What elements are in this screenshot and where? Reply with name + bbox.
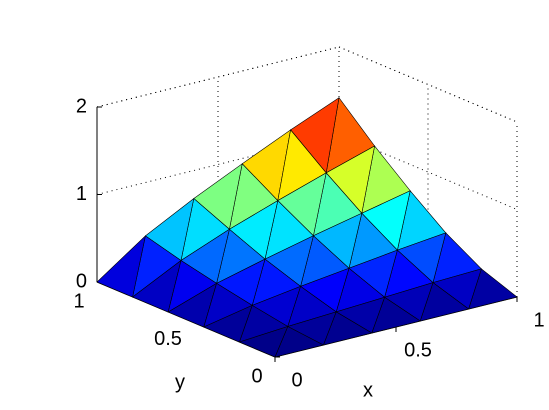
y-tick-label: 1: [73, 290, 84, 312]
grid-line: [338, 134, 518, 210]
x-tick-label: 0: [291, 369, 302, 391]
y-tick-label: 0: [251, 365, 262, 387]
grid-line: [96, 46, 340, 108]
surface-facet: [96, 234, 146, 298]
x-axis-label: x: [363, 379, 373, 401]
x-tick-label: 1: [533, 309, 544, 331]
z-tick-label: 1: [76, 183, 87, 205]
z-tick-label: 0: [76, 270, 87, 292]
y-axis-label: y: [175, 371, 185, 393]
grid-line: [338, 46, 518, 123]
surface-facet: [203, 304, 253, 343]
box-edge: [338, 46, 518, 123]
y-tick-label: 0.5: [154, 328, 182, 350]
x-tick-label: 0.5: [404, 339, 432, 361]
surface-facet: [238, 326, 289, 358]
box-edge: [96, 46, 340, 108]
z-tick-label: 2: [76, 95, 87, 117]
